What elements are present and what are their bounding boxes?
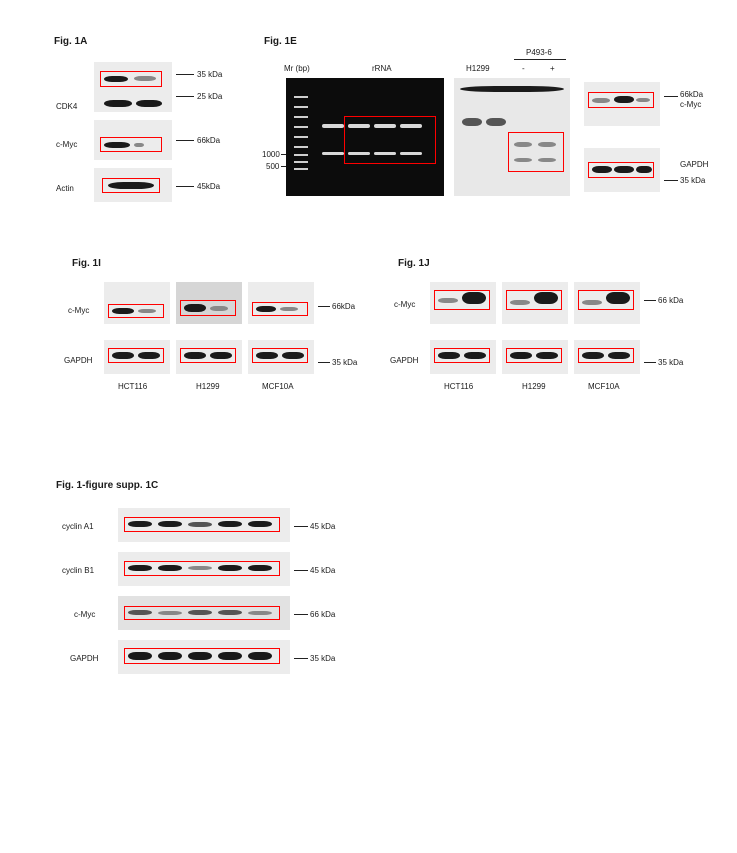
fig1e-right-gapdh-mw: 35 kDa [680,176,705,185]
mw-line [176,140,194,141]
fig1i-gapdh-label: GAPDH [64,356,92,365]
fig1i-gapdh-mw: 35 kDa [332,358,357,367]
fig1e-middle-blot [454,78,570,196]
group-line [514,59,566,60]
mw-line [664,180,678,181]
fig1j-gapdh-h1299 [502,340,568,374]
mw-line [294,526,308,527]
mw-line [644,362,656,363]
fig1e-right-cmyc [584,82,660,126]
figs1c-cmyc-mw: 66 kDa [310,610,335,619]
mw-line [176,96,194,97]
fig1j-cmyc-h1299 [502,282,568,324]
figs1c-gapdh-mw: 35 kDa [310,654,335,663]
fig1a-title: Fig. 1A [54,36,87,47]
fig1a-actin-mw: 45kDa [197,182,220,191]
figs1c-cmyc-label: c-Myc [74,610,95,619]
figs1c-cycB1-blot [118,552,290,586]
mw-line [644,300,656,301]
fig1j-cell-1: H1299 [522,382,546,391]
fig1a-cdk4-mw-bottom: 25 kDa [197,92,222,101]
fig1j-cmyc-mcf10a [574,282,640,324]
fig1a-cdk4-label: CDK4 [56,102,77,111]
fig1i-gapdh-h1299 [176,340,242,374]
fig1e-tick-500: 500 [266,162,279,171]
fig1i-cmyc-hct116 [104,282,170,324]
figs1c-cycB1-label: cyclin B1 [62,566,94,575]
fig1e-right-cmyc-label: c-Myc [680,100,701,109]
fig1i-gapdh-mcf10a [248,340,314,374]
fig1i-cell-0: HCT116 [118,382,147,391]
fig1i-cmyc-mw: 66kDa [332,302,355,311]
figs1c-cycA1-label: cyclin A1 [62,522,94,531]
fig1i-cell-2: MCF10A [262,382,294,391]
fig1i-cmyc-mcf10a [248,282,314,324]
fig1e-right-gapdh [584,148,660,192]
fig1j-cmyc-mw: 66 kDa [658,296,683,305]
fig1a-cmyc-blot [94,120,172,160]
mw-line [176,74,194,75]
figs1c-gapdh-label: GAPDH [70,654,98,663]
fig1a-cmyc-label: c-Myc [56,140,77,149]
figs1c-cycA1-blot [118,508,290,542]
fig1e-mr-label: Mr (bp) [284,64,310,73]
figs1c-cycB1-mw: 45 kDa [310,566,335,575]
figure-page: Fig. 1A 35 kDa 25 kDa CDK4 66kDa c-Myc 4… [0,0,737,853]
fig1j-cell-2: MCF10A [588,382,620,391]
mw-line [318,362,330,363]
fig1e-title: Fig. 1E [264,36,297,47]
mw-line [281,166,286,167]
mw-line [664,96,678,97]
mw-line [294,570,308,571]
fig1e-right-gapdh-label: GAPDH [680,160,708,169]
fig1e-right-cmyc-mw: 66kDa [680,90,703,99]
fig1i-cmyc-label: c-Myc [68,306,89,315]
figs1c-title: Fig. 1-figure supp. 1C [56,480,158,491]
mw-line [318,306,330,307]
fig1a-cmyc-mw: 66kDa [197,136,220,145]
fig1e-tick-1000: 1000 [262,150,280,159]
fig1e-h1299-label: H1299 [466,64,490,73]
mw-line [281,154,286,155]
fig1e-rrna-label: rRNA [372,64,392,73]
mw-line [294,658,308,659]
figs1c-gapdh-blot [118,640,290,674]
fig1i-cell-1: H1299 [196,382,220,391]
fig1a-cdk4-blot [94,62,172,112]
fig1j-cmyc-hct116 [430,282,496,324]
fig1j-cmyc-label: c-Myc [394,300,415,309]
mw-line [176,186,194,187]
fig1j-title: Fig. 1J [398,258,430,269]
mw-line [294,614,308,615]
fig1i-title: Fig. 1I [72,258,101,269]
fig1a-actin-blot [94,168,172,202]
figs1c-cycA1-mw: 45 kDa [310,522,335,531]
fig1a-cdk4-mw-top: 35 kDa [197,70,222,79]
fig1e-p493-label: P493-6 [526,48,552,57]
fig1i-cmyc-h1299 [176,282,242,324]
fig1e-minus: - [522,64,525,73]
figs1c-cmyc-blot [118,596,290,630]
fig1e-rrna-gel [286,78,444,196]
fig1a-actin-label: Actin [56,184,74,193]
fig1j-gapdh-label: GAPDH [390,356,418,365]
fig1j-gapdh-mw: 35 kDa [658,358,683,367]
fig1e-plus: + [550,64,555,73]
fig1j-cell-0: HCT116 [444,382,473,391]
fig1j-gapdh-mcf10a [574,340,640,374]
fig1j-gapdh-hct116 [430,340,496,374]
fig1i-gapdh-hct116 [104,340,170,374]
